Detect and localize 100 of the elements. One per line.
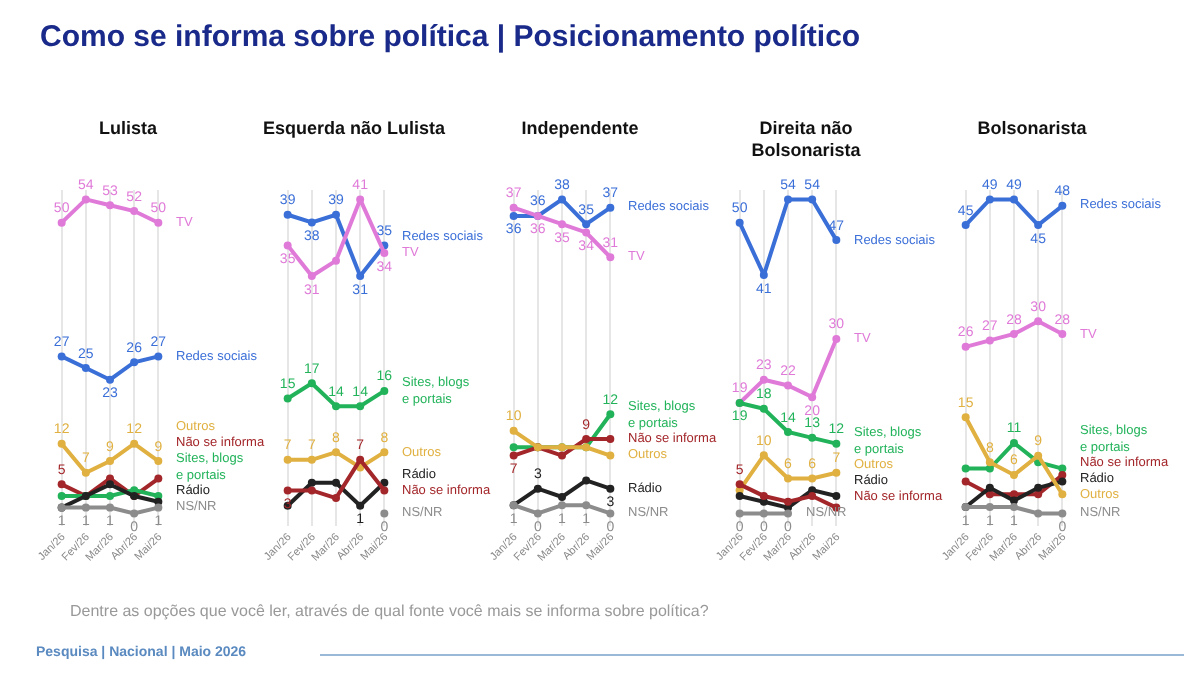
point: [57, 439, 66, 448]
point: [356, 455, 365, 464]
point: [759, 492, 768, 500]
point: [57, 352, 66, 361]
point: [283, 455, 292, 464]
point: [808, 492, 817, 500]
point: [759, 509, 768, 518]
point: [582, 228, 591, 237]
point: [130, 358, 139, 367]
point: [784, 474, 792, 483]
point: [106, 492, 114, 500]
point: [1010, 195, 1018, 204]
point: [808, 393, 817, 402]
point: [57, 492, 66, 500]
point: [784, 509, 792, 518]
point: [130, 207, 139, 216]
point: [558, 451, 566, 460]
point: [380, 386, 389, 395]
point: [735, 218, 744, 227]
point: [332, 494, 340, 503]
point: [81, 503, 90, 512]
point: [332, 478, 340, 487]
point: [1058, 470, 1067, 479]
point: [533, 509, 542, 518]
point: [1034, 221, 1043, 230]
chart-title: Independente: [519, 118, 641, 140]
point: [759, 404, 768, 413]
point: [961, 464, 970, 473]
point: [606, 509, 615, 518]
point: [759, 451, 768, 460]
point: [784, 428, 792, 437]
point: [985, 336, 994, 345]
point: [106, 480, 114, 489]
point: [380, 486, 389, 495]
point: [832, 468, 841, 477]
point: [735, 492, 744, 500]
point: [283, 486, 292, 495]
point: [154, 503, 163, 512]
chart-title: Esquerda não Lulista: [262, 118, 446, 140]
point: [1058, 509, 1067, 518]
point: [332, 448, 340, 457]
point: [332, 256, 340, 265]
point: [808, 433, 817, 442]
point: [1034, 490, 1043, 499]
point: [1058, 490, 1067, 499]
point: [307, 218, 316, 227]
point: [130, 439, 139, 448]
point: [356, 272, 365, 281]
point: [356, 402, 365, 411]
point: [1058, 330, 1067, 338]
point: [154, 457, 163, 466]
point: [154, 352, 163, 361]
point: [1058, 201, 1067, 210]
point: [985, 195, 994, 204]
point: [606, 484, 615, 493]
point: [558, 195, 566, 204]
point: [1010, 438, 1018, 447]
point: [57, 480, 66, 489]
point: [606, 203, 615, 212]
point: [81, 468, 90, 477]
point: [735, 480, 744, 489]
point: [307, 272, 316, 281]
point: [985, 464, 994, 473]
point: [307, 455, 316, 464]
chart-title: Lulista: [96, 118, 159, 140]
point: [784, 497, 792, 506]
point: [961, 342, 970, 351]
point: [1034, 509, 1043, 518]
point: [1034, 483, 1043, 492]
point: [832, 492, 841, 500]
point: [832, 439, 841, 448]
point: [1010, 470, 1018, 479]
point: [509, 211, 518, 220]
point: [784, 381, 792, 390]
point: [1034, 317, 1043, 326]
text: Como se informa sobre política | Posicionamento político: [40, 20, 861, 54]
point: [106, 503, 114, 512]
point: [558, 220, 566, 229]
point: [832, 334, 841, 343]
point: [961, 413, 970, 422]
point: [582, 476, 591, 485]
point: [985, 503, 994, 512]
point: [558, 501, 566, 510]
point: [81, 364, 90, 373]
point: [808, 195, 817, 204]
point: [106, 375, 114, 384]
chart-title: Direita não Bolsonarista: [749, 118, 863, 162]
point: [606, 410, 615, 419]
point: [784, 195, 792, 204]
point: [582, 501, 591, 510]
point: [509, 451, 518, 460]
point: [57, 218, 66, 227]
point: [606, 253, 615, 262]
point: [332, 402, 340, 411]
point: [509, 203, 518, 212]
point: [606, 435, 615, 444]
point: [582, 220, 591, 229]
point: [106, 201, 114, 210]
point: [1058, 477, 1067, 486]
point: [961, 221, 970, 230]
